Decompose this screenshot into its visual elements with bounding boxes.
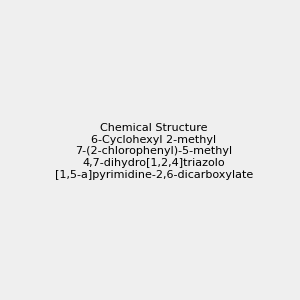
Text: Chemical Structure
6-Cyclohexyl 2-methyl
7-(2-chlorophenyl)-5-methyl
4,7-dihydro: Chemical Structure 6-Cyclohexyl 2-methyl… xyxy=(55,123,253,180)
